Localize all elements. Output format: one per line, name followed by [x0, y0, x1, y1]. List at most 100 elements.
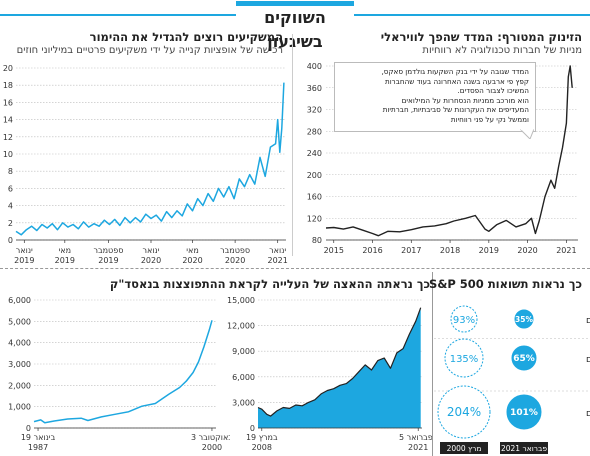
y-tick-label: 5,000	[8, 317, 31, 326]
y-tick-label: 6,000	[8, 296, 31, 305]
y-tick-label: 400	[307, 62, 322, 71]
x-tick-label: 2020	[141, 256, 161, 265]
x-tick-label: 2017	[401, 246, 421, 255]
x-tick-label: ינואר	[142, 246, 159, 255]
x-tick-label: 2020	[182, 256, 202, 265]
y-tick-label: 4,000	[8, 339, 31, 348]
row-label: 3 שנים	[586, 316, 590, 326]
x-tick-label: 2008	[252, 443, 272, 452]
annotation-line: הוא מורכב ממניות הנסחרות על המילואים	[401, 95, 529, 105]
x-tick-label: ינואר	[269, 246, 286, 255]
annotation-line: וממשל נקי על פני רווחיות	[450, 114, 529, 124]
y-tick-label: 20	[3, 64, 13, 73]
row-label: 4 שנים	[586, 355, 590, 365]
y-tick-label: 16	[3, 98, 13, 107]
x-tick-label: 2019	[98, 256, 118, 265]
returns-title-prefix: כך נראות תשואות	[487, 277, 582, 291]
y-tick-label: 0	[8, 236, 13, 245]
y-tick-label: 6,000	[232, 373, 255, 382]
bubble-feb2021	[511, 345, 537, 371]
bubble-label-feb2021: 35%	[515, 315, 533, 324]
bubble-mar2000	[444, 338, 484, 378]
x-tick-label: 2021	[268, 256, 288, 265]
x-tick-label: מאי	[59, 246, 72, 255]
returns-divider	[432, 272, 433, 456]
x-tick-label: 2021	[556, 246, 576, 255]
section-divider	[0, 268, 590, 269]
col-badge-mar2000	[440, 442, 488, 454]
x-tick-label: 3 באוקטובר	[191, 433, 230, 442]
y-tick-label: 360	[307, 84, 322, 93]
bubble-mar2000	[450, 305, 478, 333]
y-tick-label: 12	[3, 133, 13, 142]
spac-panel-title: הזינוק המטורף: המדד שהפך לוויראלי	[380, 30, 582, 44]
y-tick-label: 0	[26, 424, 31, 433]
x-tick-label: ספטמבר	[93, 246, 123, 255]
nasdaq-panel-title: כך נראתה ההאצה של העלייה לקראת ההתפוצצות…	[109, 277, 430, 291]
x-tick-label: ספטמבר	[220, 246, 250, 255]
y-tick-label: 15,000	[227, 296, 255, 305]
x-tick-label: 1987	[28, 443, 48, 452]
x-tick-label: 2016	[362, 246, 382, 255]
x-tick-label: 2015	[324, 246, 344, 255]
page-header: השווקים בשיגעון	[0, 0, 590, 51]
y-tick-label: 320	[307, 106, 322, 115]
y-tick-label: 1,000	[8, 403, 31, 412]
bubble-label-feb2021: 65%	[513, 354, 535, 364]
spac-index-line	[325, 65, 573, 237]
spac-annotation-box: המדד שגובה על ידי בנק השקעות גולדמן סאקס…	[334, 62, 536, 132]
bubble-label-feb2021: 101%	[510, 408, 538, 418]
y-tick-label: 2	[8, 219, 13, 228]
x-tick-label: 2018	[440, 246, 460, 255]
x-tick-label: 2019	[14, 256, 34, 265]
bubble-feb2021	[514, 309, 534, 329]
y-tick-label: 14	[3, 116, 13, 125]
x-tick-label: 2000	[202, 443, 222, 452]
y-tick-label: 10	[3, 150, 13, 159]
y-tick-label: 8	[8, 167, 13, 176]
x-tick-label: 5 בפברואר	[399, 433, 432, 442]
annotation-pointer	[520, 129, 534, 139]
x-tick-label: 2021	[408, 443, 428, 452]
bubble-label-mar2000: 135%	[450, 354, 479, 365]
col-badge-feb2021	[500, 442, 548, 454]
panel-divider	[292, 34, 293, 256]
x-tick-label: 2020	[517, 246, 537, 255]
x-tick-label: 2020	[225, 256, 245, 265]
returns-panel-title: כך נראות תשואות S&P 500	[429, 277, 582, 291]
nasdaq-1987-2000-chart: 0 1,000 2,000 3,000 4,000 5,000 6,000 19 בינואר…	[8, 296, 230, 452]
y-tick-label: 18	[3, 81, 13, 90]
y-tick-label: 0	[250, 424, 255, 433]
title-rule-left	[0, 14, 236, 16]
y-tick-label: 80	[312, 236, 322, 245]
returns-title-index: S&P 500	[429, 277, 484, 291]
x-tick-label: 2019	[479, 246, 499, 255]
annotation-line: המדד שגובה על ידי בנק השקעות גולדמן סאקס…	[381, 67, 530, 76]
annotation-line: קפץ פי ארבעה בשנה האחרונה בעוד שהחברות	[384, 76, 529, 86]
annotation-line: המעדיפים את העקרונות של סביבתיות, חברתיו…	[382, 105, 529, 115]
nasdaq-1987-2000-line	[33, 320, 213, 424]
y-tick-label: 280	[307, 127, 322, 136]
x-tick-label: מאי	[186, 246, 199, 255]
col-label-feb2021: פברואר 2021	[501, 444, 547, 453]
col-label-mar2000: מרץ 2000	[447, 444, 482, 453]
x-tick-label: ינואר	[16, 246, 33, 255]
row-label: 5 שנים	[586, 409, 590, 419]
bubble-label-mar2000: 93%	[453, 315, 475, 326]
nasdaq-2008-2021-line	[257, 307, 422, 417]
x-tick-label: 2019	[55, 256, 75, 265]
call-options-chart: 02468101214161820ינואר2019מאי2019ספטמבר2…	[3, 64, 288, 265]
y-tick-label: 12,000	[227, 322, 255, 331]
y-tick-label: 240	[307, 149, 322, 158]
bubble-label-mar2000: 204%	[447, 405, 481, 419]
y-tick-label: 2,000	[8, 381, 31, 390]
nasdaq-2008-2021-area	[258, 307, 421, 428]
options-panel-subtitle: רכישה של אופציות קנייה על ידי משקיעים פר…	[16, 45, 283, 56]
y-tick-label: 4	[8, 202, 13, 211]
y-tick-label: 6	[8, 184, 13, 193]
call-options-line	[15, 82, 285, 236]
annotation-line: המשיכו לצבור הפסדים.	[457, 86, 529, 96]
y-tick-label: 160	[307, 193, 322, 202]
x-tick-label: 19 בינואר	[21, 433, 56, 442]
